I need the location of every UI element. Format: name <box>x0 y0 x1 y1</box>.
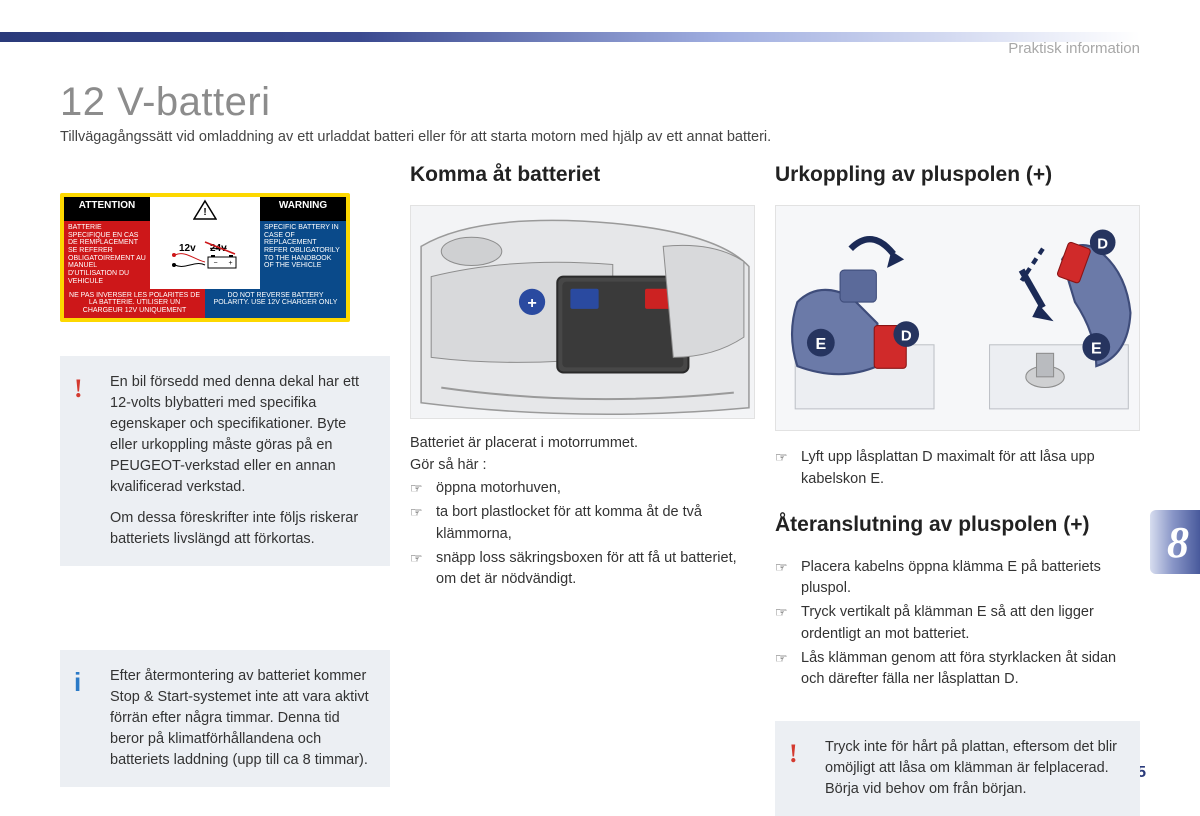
svg-text:E: E <box>1091 340 1102 357</box>
svg-text:D: D <box>1097 236 1108 253</box>
list-item: ta bort plastlocket för att komma åt de … <box>410 502 755 546</box>
disconnect-steps-list: Lyft upp låsplattan D maximalt för att l… <box>775 447 1140 491</box>
svg-text:−: − <box>214 260 218 267</box>
battery-voltage-icon: 12v 24v −+ <box>165 240 245 270</box>
list-item: Placera kabelns öppna klämma E på batter… <box>775 557 1140 601</box>
warning-text-2: Om dessa föreskrifter inte följs riskera… <box>110 508 374 550</box>
label-en-1: SPECIFIC BATTERY IN CASE OF REPLACEMENT … <box>260 221 346 289</box>
svg-text:D: D <box>901 328 912 345</box>
label-warning: WARNING <box>260 197 346 221</box>
info-icon: i <box>74 664 81 702</box>
figure-engine-bay: + <box>410 205 755 419</box>
heading-reconnect: Återanslutning av pluspolen (+) <box>775 513 1140 537</box>
svg-text:E: E <box>816 336 827 353</box>
list-item: Lyft upp låsplattan D maximalt för att l… <box>775 447 1140 491</box>
svg-text:+: + <box>229 260 233 267</box>
exclamation-icon: ! <box>789 735 798 773</box>
section-label: Praktisk information <box>1008 40 1140 57</box>
info-box-stopstart: i Efter återmontering av batteriet komme… <box>60 650 390 787</box>
battery-warning-label: ATTENTION ! WARNING BATTERIE SPECIFIQUE … <box>60 193 350 322</box>
info-text: Efter återmontering av batteriet kommer … <box>110 666 374 771</box>
exclamation-icon: ! <box>74 370 83 408</box>
warning-text: Tryck inte för hårt på plattan, eftersom… <box>825 737 1124 800</box>
warning-box-clamp: ! Tryck inte för hårt på plattan, efters… <box>775 721 1140 816</box>
label-fr-2: NE PAS INVERSER LES POLARITES DE LA BATT… <box>64 289 205 318</box>
warning-box-12v: ! En bil försedd med denna dekal har ett… <box>60 356 390 566</box>
list-item: öppna motorhuven, <box>410 478 755 500</box>
svg-text:12v: 12v <box>179 243 196 254</box>
warning-text-1: En bil försedd med denna dekal har ett 1… <box>110 372 374 498</box>
list-item: Tryck vertikalt på klämman E så att den … <box>775 602 1140 646</box>
access-steps-list: öppna motorhuven, ta bort plastlocket fö… <box>410 478 755 591</box>
hazard-triangle-icon: ! <box>193 199 217 221</box>
heading-disconnect: Urkoppling av pluspolen (+) <box>775 163 1140 187</box>
list-item: snäpp loss säkringsboxen för att få ut b… <box>410 548 755 592</box>
label-attention: ATTENTION <box>64 197 150 221</box>
list-item: Lås klämman genom att föra styrklacken å… <box>775 648 1140 692</box>
svg-text:+: + <box>527 294 536 312</box>
heading-access: Komma åt batteriet <box>410 163 755 187</box>
svg-text:!: ! <box>203 207 206 218</box>
page-subtitle: Tillvägagångssätt vid omladdning av ett … <box>60 129 1140 145</box>
label-en-2: DO NOT REVERSE BATTERY POLARITY. USE 12V… <box>205 289 346 318</box>
figure-terminal-clamp: E D E D <box>775 205 1140 431</box>
page-title: 12 V-batteri <box>60 80 1140 125</box>
chapter-tab: 8 <box>1150 510 1200 574</box>
reconnect-steps-list: Placera kabelns öppna klämma E på batter… <box>775 557 1140 692</box>
label-fr-1: BATTERIE SPECIFIQUE EN CAS DE REMPLACEME… <box>64 221 150 289</box>
access-caption-2: Gör så här : <box>410 455 755 477</box>
access-caption-1: Batteriet är placerat i motorrummet. <box>410 433 755 455</box>
